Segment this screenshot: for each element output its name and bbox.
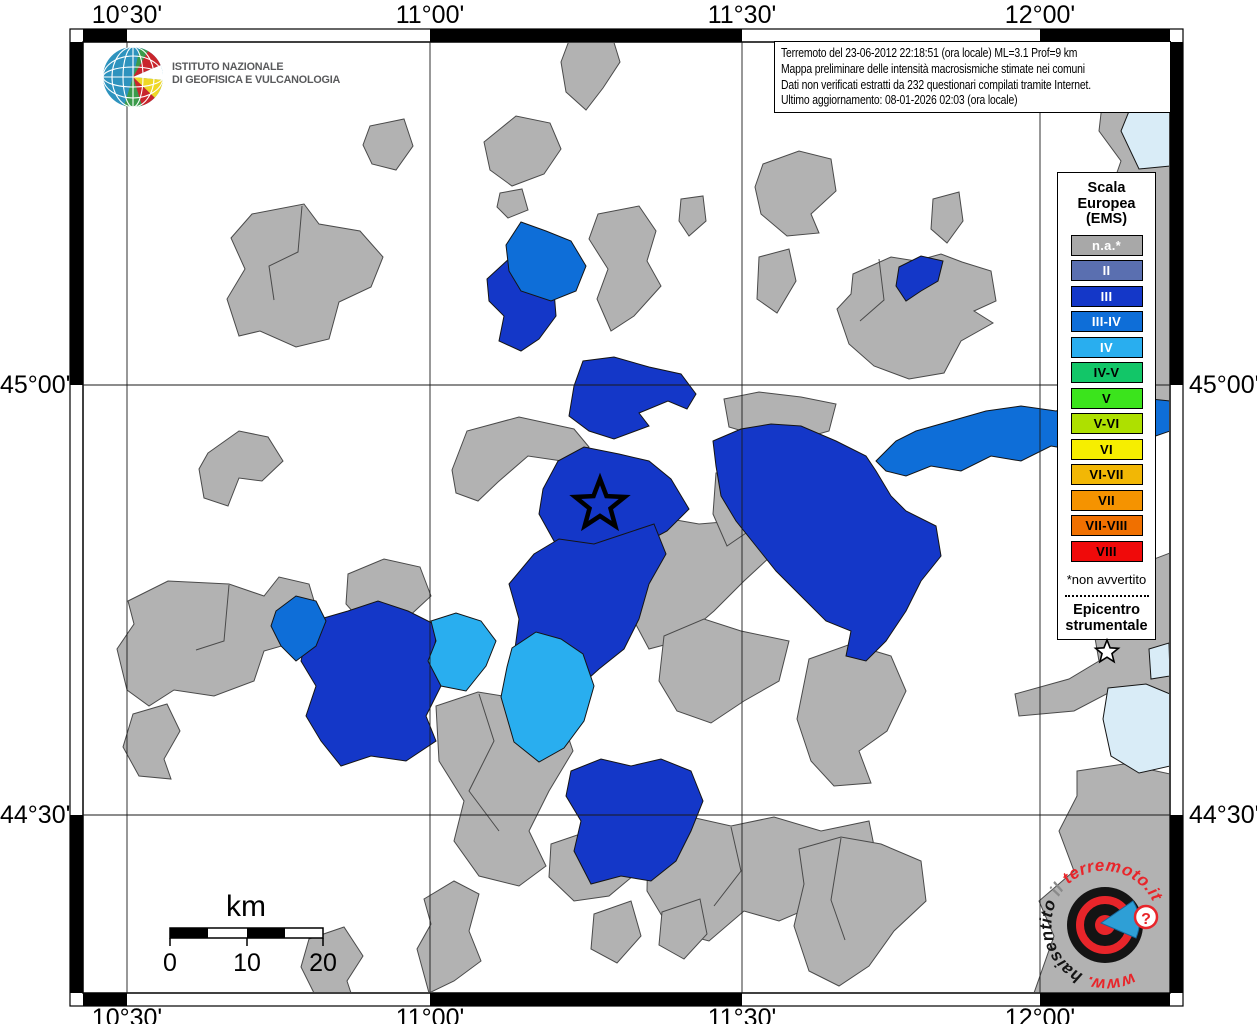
municipality-region-na [678,195,707,237]
municipality-region-na [793,836,927,987]
axis-left-44-30: 44°30' [0,801,71,829]
municipality-region-na [116,576,319,707]
municipality-region-water [1102,683,1169,774]
municipality-region-iii [565,758,704,885]
municipality-region-na [416,880,482,992]
legend-swatch-iii: III [1070,285,1143,307]
municipality-region-na [756,248,797,314]
legend-swatch-v-vi: V-VI [1070,413,1143,434]
epicenter-star [569,472,631,532]
municipality-region-na [658,618,790,724]
axis-top-12-00: 12°00' [1004,1,1076,29]
municipality-region-na [930,191,964,244]
axis-left-45-00: 45°00' [0,371,71,399]
legend-separator [1064,594,1149,597]
municipality-border [830,837,846,941]
axis-right-44-30: 44°30' [1189,801,1257,829]
ingv-wordmark-line2: DI GEOFISICA E VULCANOLOGIA [172,74,341,86]
axis-right-45-00: 45°00' [1189,371,1257,399]
legend-swatch-vi-vii: VI-VII [1070,464,1143,485]
scale-tick-20: 20 [309,949,337,977]
legend-swatch-vi: VI [1070,438,1143,460]
scale-bar: km 0 10 20 [163,890,337,977]
info-line-event: Terremoto del 23-06-2012 22:18:51 (ora l… [781,45,1078,60]
municipality-region-iii [300,600,442,767]
municipality-border [468,693,500,832]
municipality-region-iv [427,612,497,692]
legend-swatch-n-a-: n.a.* [1070,234,1143,256]
axis-bottom-10-30: 10°30' [91,1004,163,1024]
municipality-border [859,258,885,322]
graticule-gridlines [83,42,1170,993]
logo-question-badge [1133,904,1159,930]
info-line-update: Ultimo aggiornamento: 08-01-2026 02:03 (… [781,92,1018,108]
municipality-regions [116,43,1169,992]
legend-swatch-v: V [1070,387,1143,409]
axis-bottom-11-30: 11°30' [707,1004,777,1024]
ems-scale-legend: Scala Europea (EMS) n.a.* II III III-IV IV IV… [1057,172,1156,663]
ingv-wordmark: ISTITUTO NAZIONALE DI GEOFISICA E VULCAN… [172,61,340,87]
municipality-region-na [300,926,364,992]
municipality-region-na [836,253,997,380]
legend-swatch-vii: VII [1070,489,1143,511]
axis-top-10-30: 10°30' [91,1,163,29]
ingv-wordmark-line1: ISTITUTO NAZIONALE [172,61,284,73]
municipality-region-na [198,430,284,507]
municipality-region-iii [568,356,697,440]
scale-tick-10: 10 [233,949,261,977]
municipality-region-na [496,188,529,219]
municipality-region-water [1148,642,1169,680]
municipality-region-iii [895,255,944,302]
municipality-region-na [362,118,414,171]
earthquake-info-box: Terremoto del 23-06-2012 22:18:51 (ora l… [774,41,1171,114]
municipality-region-iii-iv [505,221,587,302]
logo-question-mark: ? [1141,911,1151,928]
ingv-logo [103,47,163,107]
municipality-region-na [658,898,708,960]
legend-swatch-vii-viii: VII-VIII [1070,515,1143,536]
legend-epicenter-label: Epicentro strumentale [1065,601,1148,634]
legend-footnote: *non avvertito [1066,571,1147,587]
scale-bar-title: km [226,890,266,923]
legend-swatch-viii: VIII [1070,540,1143,562]
legend-swatch-iv: IV [1070,336,1143,358]
municipality-region-iii [712,423,942,662]
legend-swatch-iv-v: IV-V [1070,362,1143,383]
municipality-region-iv [500,631,595,763]
municipality-region-na [590,900,642,964]
legend-epicenter-star-icon [1093,637,1120,663]
municipality-border [713,826,742,907]
axis-top-11-30: 11°30' [707,1,777,29]
axis-bottom-11-00: 11°00' [395,1004,465,1024]
info-line-data: Dati non verificati estratti da 232 ques… [781,76,1091,92]
municipality-region-na [796,643,907,787]
scale-tick-0: 0 [163,949,177,977]
legend-swatches: n.a.* II III III-IV IV IV-V V V-VI VI VI-VII VII VI… [1058,234,1155,562]
municipality-region-na [588,205,662,332]
municipality-border [195,584,230,651]
municipality-region-na [560,43,621,111]
municipality-region-na [122,703,181,780]
municipality-region-na [483,115,562,187]
axis-top-11-00: 11°00' [395,1,465,29]
info-line-map: Mappa preliminare delle intensità macros… [781,60,1085,76]
municipality-region-na [754,150,837,237]
axis-bottom-12-00: 12°00' [1004,1004,1076,1024]
municipality-region-iii-iv [270,595,327,662]
legend-title: Scala Europea (EMS) [1077,180,1136,227]
legend-swatch-ii: II [1070,260,1143,281]
legend-swatch-iii-iv: III-IV [1070,311,1143,332]
municipality-region-na [226,203,384,348]
municipality-border [268,205,303,301]
